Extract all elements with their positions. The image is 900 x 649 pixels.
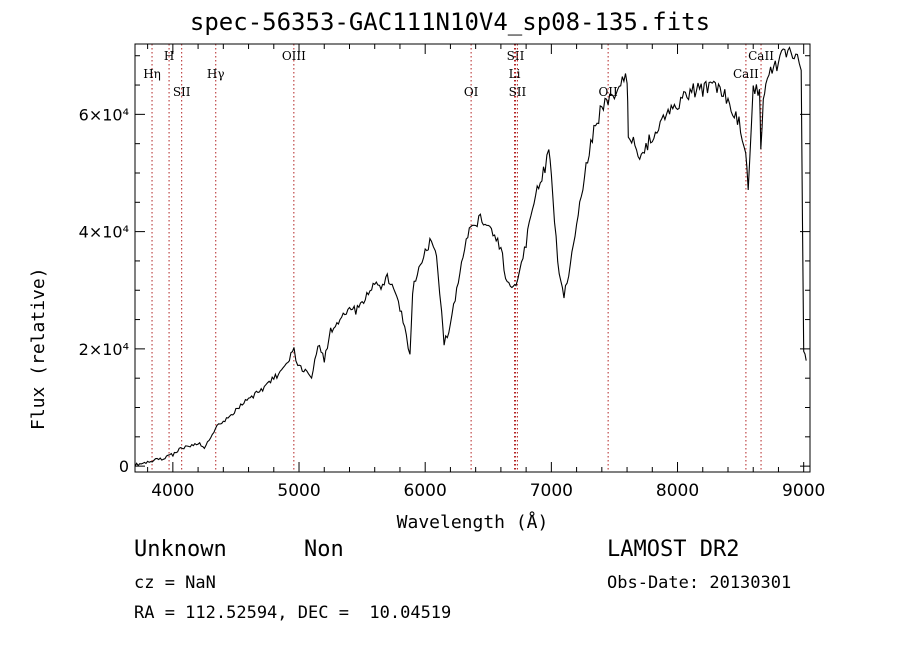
line-marker-label-8: SII [509, 85, 527, 99]
line-marker-label-6: SII [507, 49, 525, 63]
survey-label: LAMOST DR2 [607, 537, 740, 562]
y-axis-label: Flux (relative) [28, 267, 49, 430]
y-tick-label: 6×10⁴ [79, 105, 129, 124]
object-subclass-label: Non [304, 537, 344, 562]
line-marker-label-10: CaII [748, 49, 774, 63]
redshift-readout: cz = NaN [134, 573, 216, 593]
y-tick-label: 0 [119, 457, 129, 476]
line-marker-label-11: CaII [733, 67, 759, 81]
x-tick-label: 8000 [656, 481, 699, 501]
x-tick-label: 7000 [530, 481, 573, 501]
obs-date-readout: Obs-Date: 20130301 [607, 573, 792, 593]
x-tick-label: 5000 [277, 481, 320, 501]
x-axis-label: Wavelength (Å) [397, 511, 549, 533]
coordinates-readout: RA = 112.52594, DEC = 10.04519 [134, 603, 452, 623]
spectrum-line [134, 46, 807, 467]
x-tick-label: 4000 [151, 481, 194, 501]
plot-frame [134, 43, 811, 473]
y-tick-label: 2×10⁴ [79, 340, 129, 359]
chart-title: spec-56353-GAC111N10V4_sp08-135.fits [189, 8, 711, 36]
line-marker-label-1: H [164, 49, 174, 63]
x-tick-label: 9000 [782, 481, 825, 501]
line-marker-label-2: SII [173, 85, 191, 99]
line-marker-label-5: OI [464, 85, 479, 99]
x-tick-label: 6000 [404, 481, 447, 501]
object-class-label: Unknown [134, 537, 227, 562]
line-marker-label-0: Hη [143, 67, 161, 81]
line-marker-label-3: Hγ [207, 67, 225, 81]
line-marker-label-4: OIII [282, 49, 306, 63]
y-tick-label: 4×10⁴ [79, 223, 129, 242]
line-marker-label-7: Li [509, 67, 521, 81]
